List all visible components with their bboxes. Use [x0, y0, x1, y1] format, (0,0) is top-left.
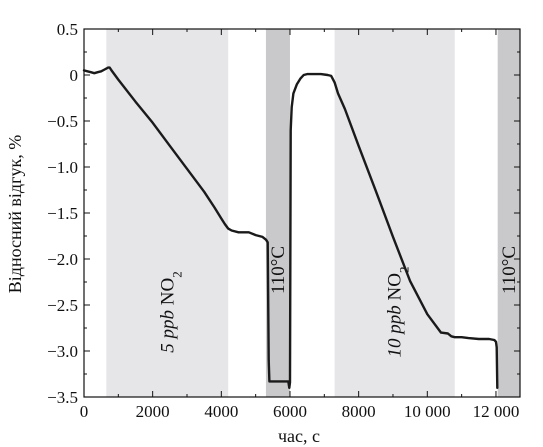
x-tick-label: 4000	[204, 402, 238, 421]
y-tick-label: −1.5	[47, 204, 78, 223]
y-tick-label: −2.0	[47, 250, 78, 269]
region-labels: 5 ppb NO2 110°C 10 ppb NO2 110°C	[157, 246, 520, 358]
region-label: 5 ppb NO2	[157, 271, 184, 352]
y-axis-ticks: 0.5 0 −0.5 −1.0 −1.5 −2.0 −2.5 −3.0 −3.5	[47, 20, 520, 407]
series-layer	[82, 66, 499, 389]
y-tick-label: 0.5	[57, 20, 78, 39]
region-label: 10 ppb NO2	[385, 267, 412, 358]
x-tick-label: 0	[80, 402, 89, 421]
region-label: 110°C	[268, 246, 289, 294]
x-axis-label: час, с	[278, 426, 320, 446]
gas-exposure-band	[334, 29, 455, 397]
x-tick-label: 12 000	[473, 402, 520, 421]
heating-band	[265, 29, 290, 397]
y-axis-label: Відносний відгук, %	[5, 135, 25, 293]
y-tick-label: −3.5	[47, 388, 78, 407]
y-tick-label: −1.0	[47, 158, 78, 177]
y-tick-label: −3.0	[47, 342, 78, 361]
x-tick-label: 6000	[273, 402, 307, 421]
y-tick-label: −2.5	[47, 296, 78, 315]
x-tick-label: 8000	[342, 402, 376, 421]
x-tick-label: 2000	[136, 402, 170, 421]
y-tick-label: 0	[70, 66, 79, 85]
response-series-line	[82, 66, 499, 389]
shaded-regions	[106, 29, 520, 397]
y-tick-label: −0.5	[47, 112, 78, 131]
x-tick-label: 10 000	[404, 402, 451, 421]
region-label: 110°C	[499, 246, 520, 294]
x-axis-ticks: 0 2000 4000 6000 8000 10 000 12 000	[80, 29, 520, 421]
